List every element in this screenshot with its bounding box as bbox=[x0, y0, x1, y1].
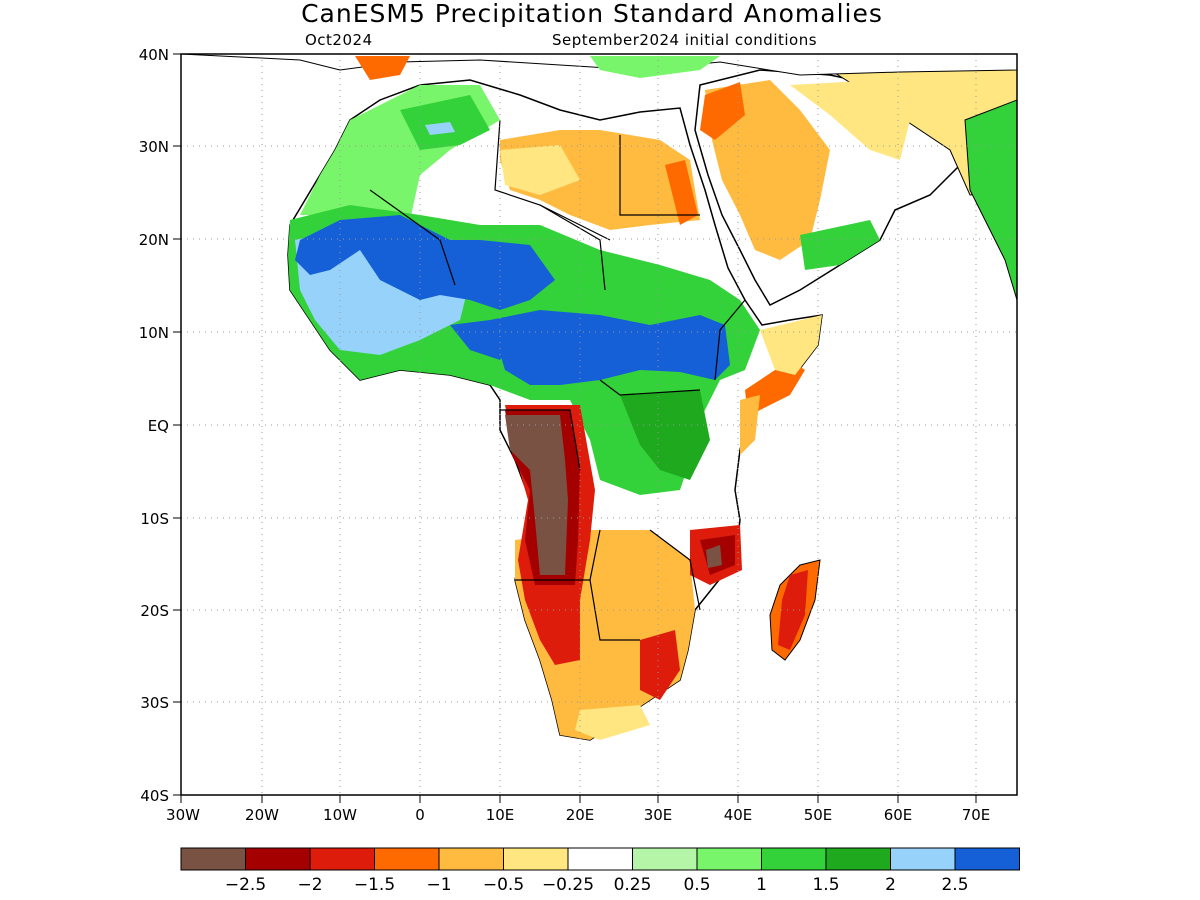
colorbar-label: 2 bbox=[885, 875, 896, 895]
colorbar-swatch bbox=[374, 847, 440, 871]
colorbar-swatch bbox=[954, 847, 1020, 871]
central-africa-green bbox=[620, 390, 710, 480]
colorbar-label: −0.5 bbox=[483, 875, 524, 895]
horn-light bbox=[760, 315, 822, 375]
colorbar-swatch bbox=[696, 847, 762, 871]
arabia-dry bbox=[705, 80, 830, 260]
colorbar-label: −0.25 bbox=[542, 875, 594, 895]
angola-brown bbox=[505, 415, 568, 575]
levant-orange bbox=[700, 82, 745, 140]
lat-label: 30N bbox=[139, 138, 169, 156]
colorbar-swatch bbox=[309, 847, 375, 871]
india-landmass bbox=[964, 99, 1017, 301]
lon-label: 0 bbox=[415, 806, 425, 824]
colorbar-swatch bbox=[761, 847, 827, 871]
colorbar-label: −2 bbox=[297, 875, 322, 895]
lon-labels: 30W 20W 10W 0 10E 20E 30E 40E 50E 60E 70… bbox=[166, 806, 990, 824]
colorbar-label: −1.5 bbox=[354, 875, 395, 895]
algeria-blue-spot bbox=[425, 122, 455, 135]
south-africa-light bbox=[575, 705, 650, 740]
east-africa-orange bbox=[745, 360, 805, 418]
colorbar-label: 2.5 bbox=[941, 875, 968, 895]
colorbar-label: 1.5 bbox=[812, 875, 839, 895]
lon-label: 30W bbox=[166, 806, 200, 824]
lon-label: 10E bbox=[486, 806, 515, 824]
colorbar-label: −1 bbox=[426, 875, 451, 895]
lon-label: 10W bbox=[323, 806, 357, 824]
egypt-orange bbox=[665, 160, 698, 225]
colorbar-label: 0.25 bbox=[614, 875, 652, 895]
colorbar-swatch bbox=[503, 847, 569, 871]
colorbar: −2.5 −2 −1.5 −1 −0.5 −0.25 0.25 0.5 1 1.5 2 2.5 bbox=[180, 847, 1020, 895]
lon-label: 20W bbox=[245, 806, 279, 824]
colorbar-label: −2.5 bbox=[225, 875, 266, 895]
lat-label: 10N bbox=[139, 324, 169, 342]
lon-label: 40E bbox=[724, 806, 753, 824]
arabia-east-light bbox=[790, 80, 910, 160]
lon-label: 50E bbox=[804, 806, 833, 824]
europe-wet-patch bbox=[590, 56, 720, 78]
colorbar-swatch bbox=[890, 847, 956, 871]
algeria-green bbox=[400, 95, 490, 150]
sahel-blue-south-west bbox=[450, 320, 510, 360]
lat-label: 10S bbox=[140, 510, 169, 528]
colorbar-swatch bbox=[180, 847, 246, 871]
lon-label: 30E bbox=[644, 806, 673, 824]
mozambique-brown bbox=[706, 545, 722, 568]
subtitle-initial-conditions: September2024 initial conditions bbox=[552, 31, 817, 49]
yemen-green bbox=[800, 220, 880, 270]
lon-label: 70E bbox=[962, 806, 991, 824]
lat-label: 30S bbox=[140, 694, 169, 712]
iberia-dry-patch bbox=[355, 56, 410, 80]
tick-marks bbox=[173, 53, 977, 803]
libya-light bbox=[500, 145, 580, 195]
colorbar-swatch bbox=[567, 847, 633, 871]
colorbar-swatch bbox=[632, 847, 698, 871]
subtitle-month: Oct2024 bbox=[305, 31, 373, 49]
sahel-blue-central bbox=[490, 310, 730, 385]
grid-lines bbox=[181, 54, 1017, 795]
lon-label: 60E bbox=[884, 806, 913, 824]
colorbar-label: 0.5 bbox=[683, 875, 710, 895]
anomaly-field bbox=[181, 54, 1017, 741]
lat-label: EQ bbox=[148, 417, 169, 435]
lat-label: 40S bbox=[140, 787, 169, 805]
lat-label: 20N bbox=[139, 231, 169, 249]
colorbar-boxes bbox=[180, 847, 1020, 871]
east-africa-light bbox=[740, 395, 760, 455]
country-borders bbox=[369, 119, 746, 641]
lat-labels: 40N 30N 20N 10N EQ 10S 20S 30S 40S bbox=[139, 46, 169, 805]
colorbar-swatch bbox=[245, 847, 311, 871]
colorbar-label: 1 bbox=[756, 875, 767, 895]
map-title: CanESM5 Precipitation Standard Anomalies bbox=[301, 0, 883, 28]
lat-label: 40N bbox=[139, 46, 169, 64]
lat-label: 20S bbox=[140, 602, 169, 620]
colorbar-labels: −2.5 −2 −1.5 −1 −0.5 −0.25 0.25 0.5 1 1.5 2 2.5 bbox=[225, 875, 969, 895]
colorbar-swatch bbox=[438, 847, 504, 871]
south-africa-red bbox=[640, 630, 680, 700]
colorbar-swatch bbox=[825, 847, 891, 871]
sahel-blue-west bbox=[295, 215, 555, 310]
lon-label: 20E bbox=[566, 806, 595, 824]
